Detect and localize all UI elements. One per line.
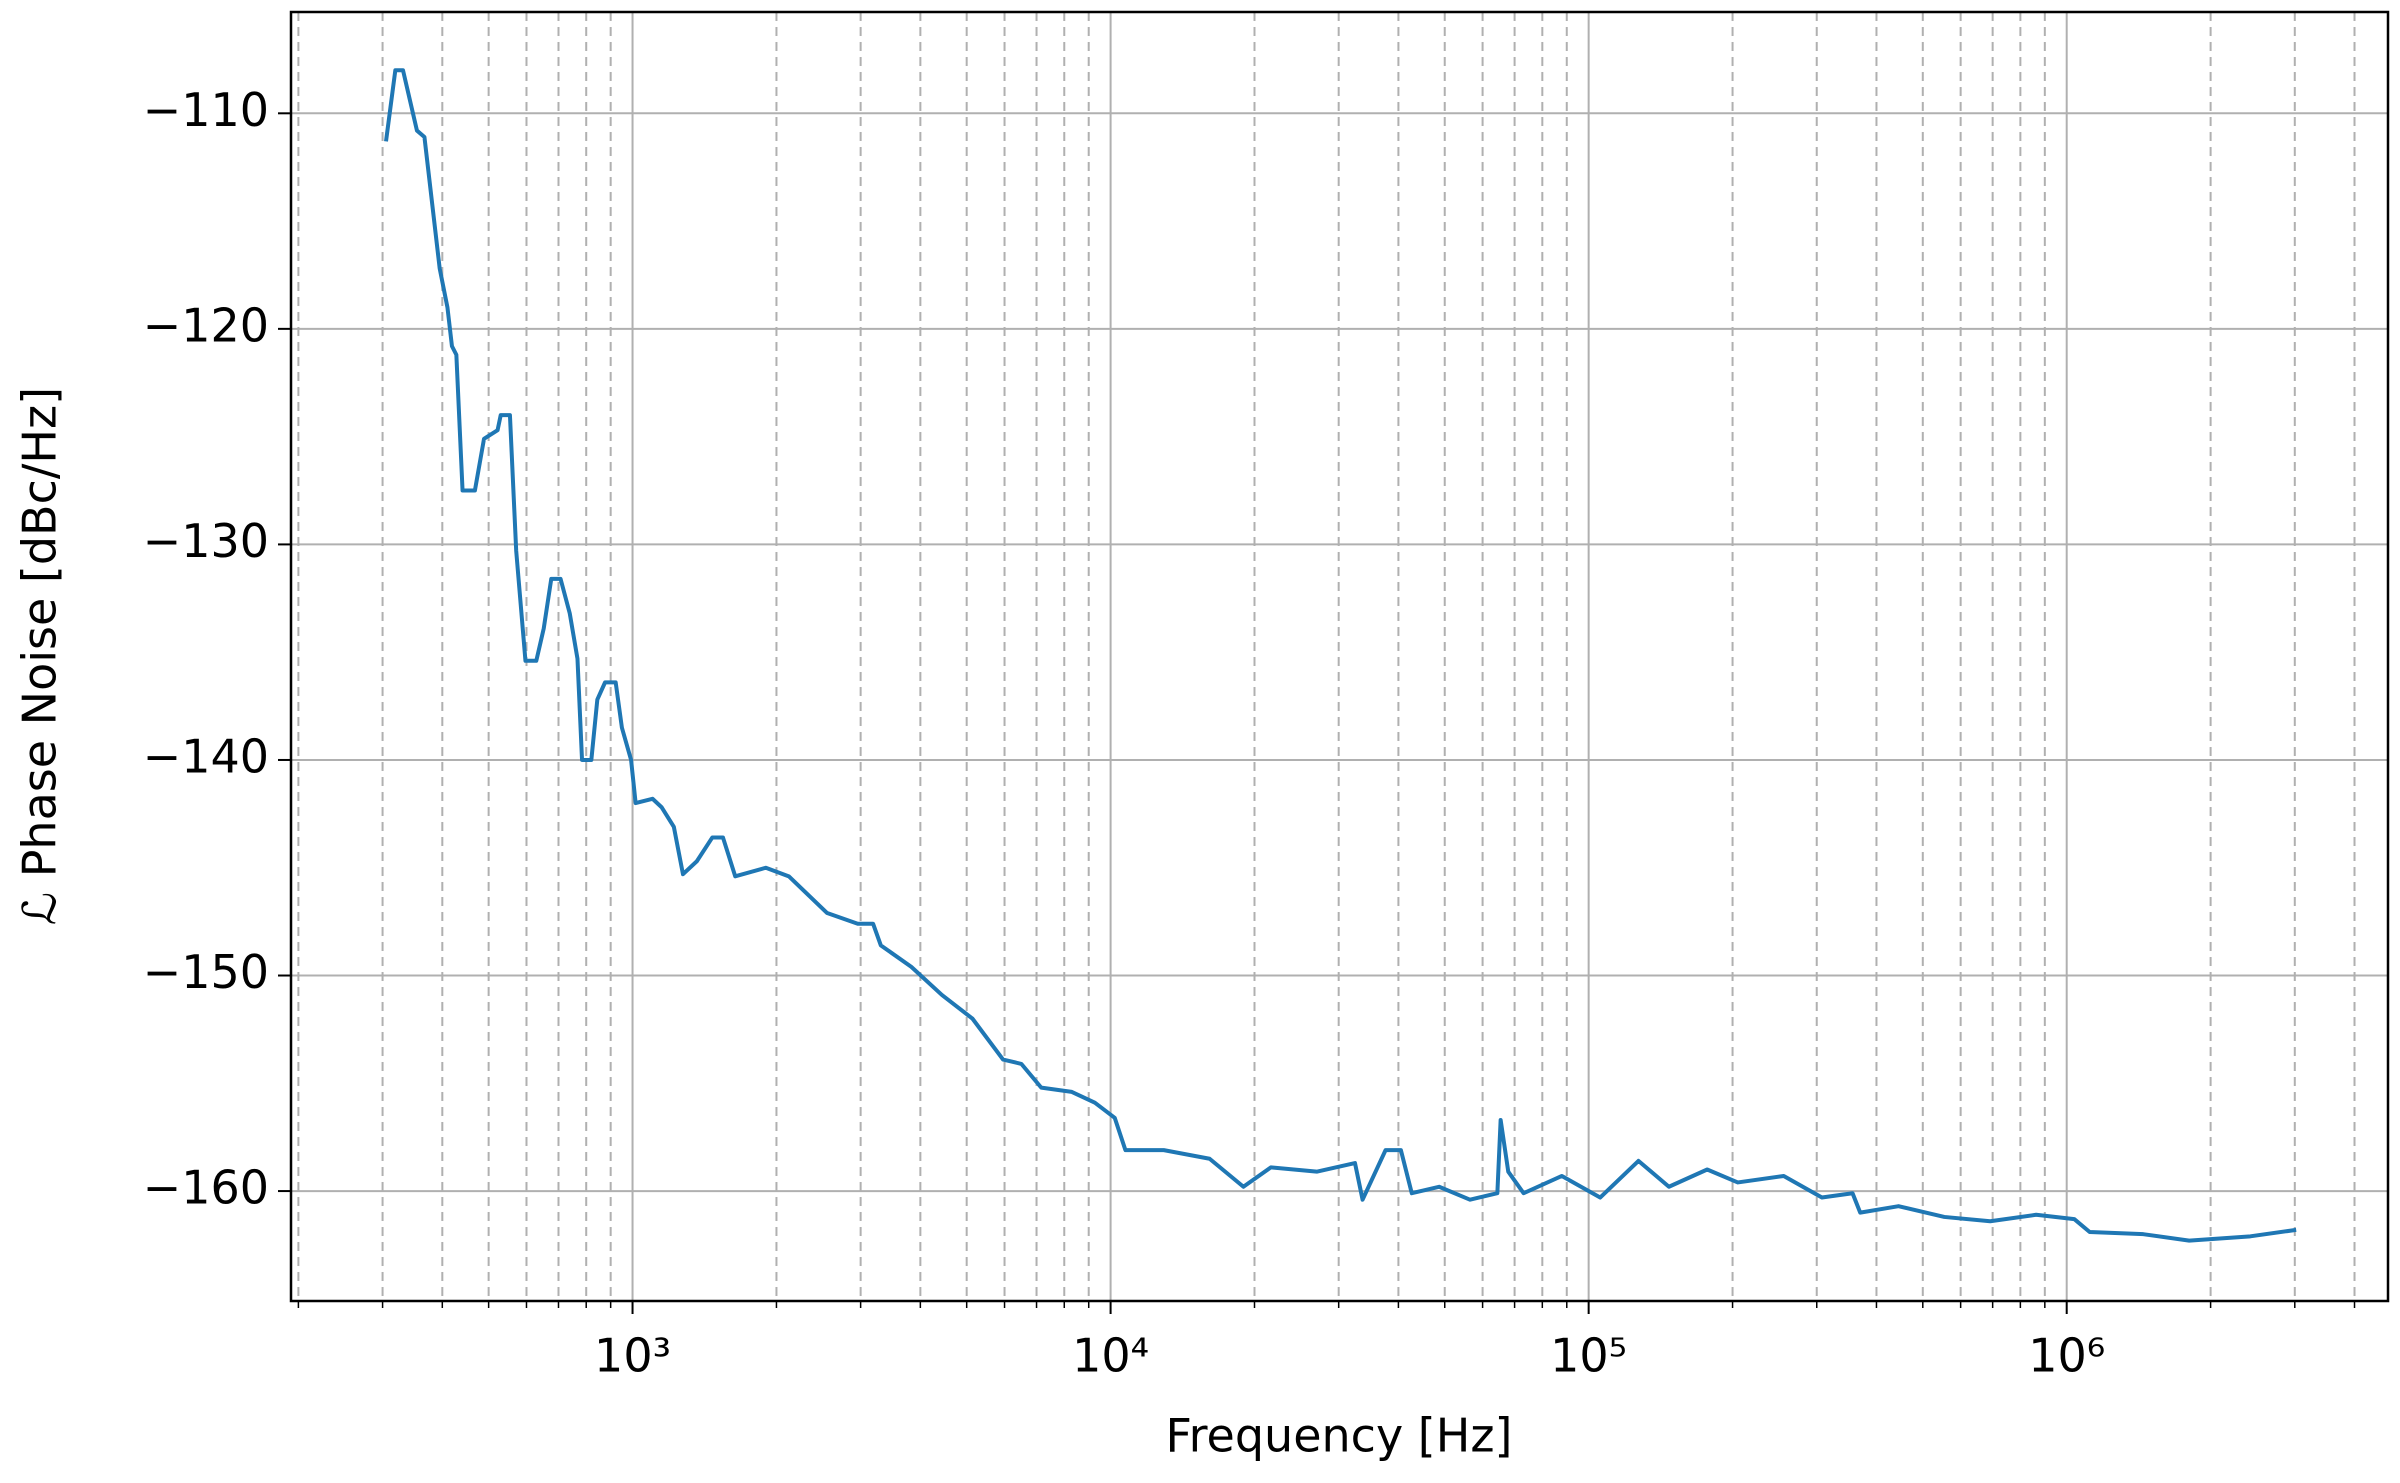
x-tick-label: 10³ (594, 1329, 671, 1383)
y-tick-label: −130 (143, 514, 269, 568)
y-tick-label: −160 (143, 1161, 269, 1215)
x-axis-label: Frequency [Hz] (1166, 1409, 1513, 1463)
x-tick-label: 10⁴ (1072, 1329, 1149, 1383)
plot (384, 68, 2297, 1243)
y-axis-label: ℒ Phase Noise [dBc/Hz] (13, 387, 67, 925)
x-tick-label: 10⁶ (2028, 1329, 2105, 1383)
y-tick-label: −150 (143, 945, 269, 999)
y-tick-label: −110 (143, 83, 269, 137)
series-line (384, 68, 2297, 1243)
plot-frame (289, 10, 2390, 1303)
grid (291, 12, 2388, 1301)
x-tick-label: 10⁵ (1550, 1329, 1627, 1383)
y-tick-label: −120 (143, 298, 269, 352)
y-tick-label: −140 (143, 729, 269, 783)
